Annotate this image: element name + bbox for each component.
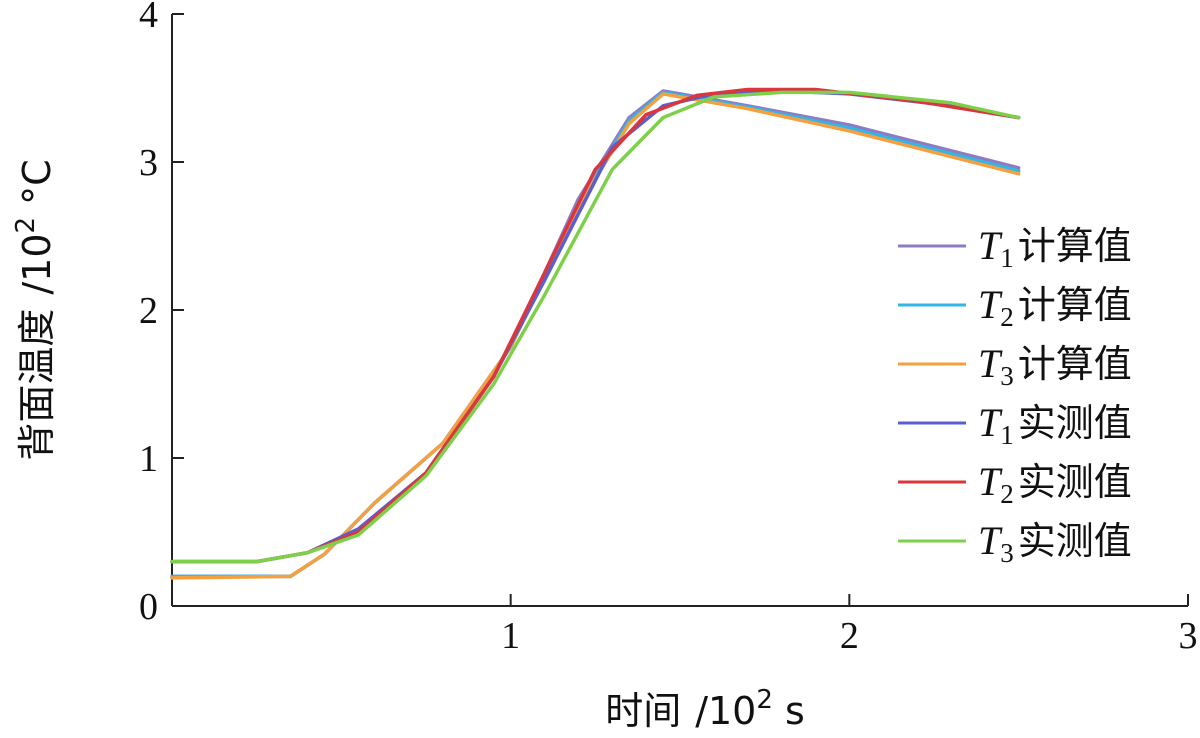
x-tick-label: 2: [840, 615, 859, 657]
series-line-3: [170, 92, 1021, 580]
series-line-6: [170, 90, 1021, 564]
axes: 0 1 2 3 4 1 2 3: [139, 0, 1198, 657]
legend-label: T1 实测值: [978, 400, 1132, 450]
series-line-5: [170, 87, 1021, 564]
series-line-2: [170, 90, 1021, 579]
y-tick-label: 1: [139, 438, 158, 480]
legend-label: T1 计算值: [978, 223, 1132, 273]
y-axis-label: 背面温度/102 °C: [11, 159, 59, 460]
series-layer: [170, 87, 1021, 580]
legend-label: T2 实测值: [978, 459, 1132, 509]
y-tick-label: 0: [139, 586, 158, 628]
x-axis-label: 时间/102 s: [605, 685, 805, 733]
x-tick-label: 3: [1179, 615, 1198, 657]
y-tick-label: 3: [139, 142, 158, 184]
legend: T1 计算值 T2 计算值 T3 计算值 T1 实测值 T2 实测值 T3 实测值: [898, 223, 1132, 568]
legend-label: T3 实测值: [978, 518, 1132, 568]
axis-labels: 时间/102 s 背面温度/102 °C: [11, 159, 805, 733]
legend-label: T3 计算值: [978, 341, 1132, 391]
y-tick-label: 2: [139, 290, 158, 332]
legend-label: T2 计算值: [978, 282, 1132, 332]
series-line-4: [170, 89, 1021, 564]
series-line-1: [170, 89, 1021, 579]
y-tick-label: 4: [139, 0, 158, 36]
x-tick-label: 1: [501, 615, 520, 657]
